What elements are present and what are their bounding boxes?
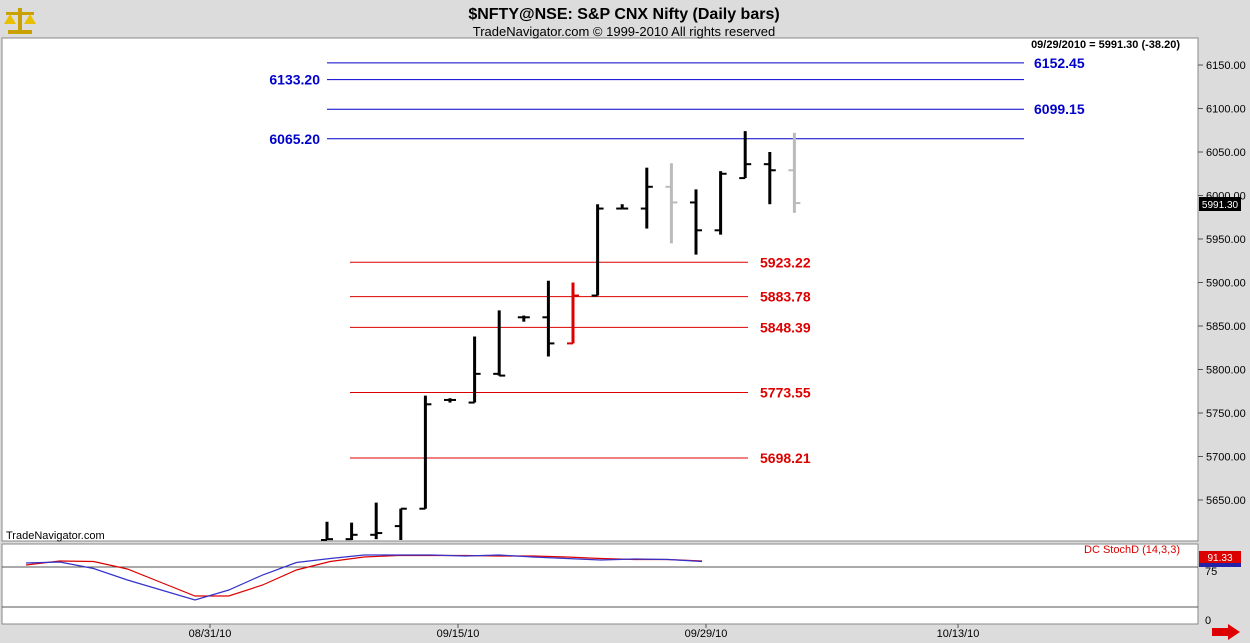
indicator-zero-label: 0 [1205,615,1211,627]
x-tick-label: 10/13/10 [937,628,980,640]
ohlc-bar [788,132,801,213]
level-label: 6065.20 [269,131,320,147]
ohlc-bar [468,336,481,404]
ohlc-bar [419,395,432,510]
x-axis: 08/31/10 09/15/10 09/29/10 10/13/10 [189,624,980,640]
indicator-tag: 91.33 [1207,553,1232,564]
ohlc-bar [714,171,727,235]
x-tick-label: 09/29/10 [685,628,728,640]
level-label: 6133.20 [269,72,320,88]
y-tick-label: 5700.00 [1206,452,1246,464]
price-bars [321,131,801,541]
y-tick-label: 5850.00 [1206,321,1246,333]
ohlc-bar [665,163,678,244]
ohlc-bar [690,189,702,255]
watermark: TradeNavigator.com [6,530,105,542]
stoch-k-line [25,554,703,601]
level-label: 5698.21 [760,450,811,466]
ohlc-bar [444,398,456,403]
indicator-label: DC StochD (14,3,3) [1084,544,1180,556]
last-price-tag-bg [1199,197,1241,211]
level-label: 5773.55 [760,385,811,401]
level-label: 5883.78 [760,289,811,305]
indicator-level-label: 75 [1205,566,1217,578]
y-tick-label: 5800.00 [1206,365,1246,377]
x-tick-label: 08/31/10 [189,628,232,640]
y-tick-label: 6150.00 [1206,60,1246,72]
y-tick-label: 5900.00 [1206,278,1246,290]
price-info: 09/29/2010 = 5991.30 (-38.20) [1031,39,1180,51]
right-arrow-icon[interactable] [1212,624,1240,640]
ohlc-bar [493,310,506,377]
ohlc-bar [370,502,383,540]
y-axis: 5650.00 5700.00 5750.00 5800.00 5850.00 5900.… [1197,38,1246,541]
y-tick-label: 5650.00 [1206,495,1246,507]
ohlc-bar [321,521,333,541]
y-tick-label: 5950.00 [1206,234,1246,246]
y-tick-label: 5750.00 [1206,408,1246,420]
ohlc-bar [345,522,358,541]
level-label: 5848.39 [760,319,811,335]
ohlc-bar [394,507,407,540]
level-label: 6099.15 [1034,101,1085,117]
last-price-tag: 5991.30 [1202,200,1239,211]
ohlc-bar [542,280,555,357]
chart-subtitle: TradeNavigator.com © 1999-2010 All right… [473,24,775,39]
ohlc-bar [616,204,629,210]
level-lines: 6152.45 6133.20 6099.15 6065.20 5923.22 5883.… [269,55,1084,466]
chart-title: $NFTY@NSE: S&P CNX Nifty (Daily bars) [468,6,779,23]
ohlc-bar [567,282,579,345]
ohlc-bar [739,131,752,180]
indicator-plot-area[interactable] [1,543,1199,625]
indicator-tag-k-bg [1199,563,1241,567]
price-plot-area[interactable] [1,37,1199,542]
level-label: 5923.22 [760,254,811,270]
balance-scale-icon[interactable] [4,8,36,34]
x-tick-label: 09/15/10 [437,628,480,640]
level-label: 6152.45 [1034,55,1085,71]
y-tick-label: 6050.00 [1206,147,1246,159]
indicator-tag-bg [1199,551,1241,564]
y-tick-label: 6100.00 [1206,104,1246,116]
ohlc-bar [763,152,776,205]
stoch-d-line [25,554,703,597]
ohlc-bar [591,204,604,297]
ohlc-bar [640,167,653,229]
ohlc-bar [517,315,530,322]
